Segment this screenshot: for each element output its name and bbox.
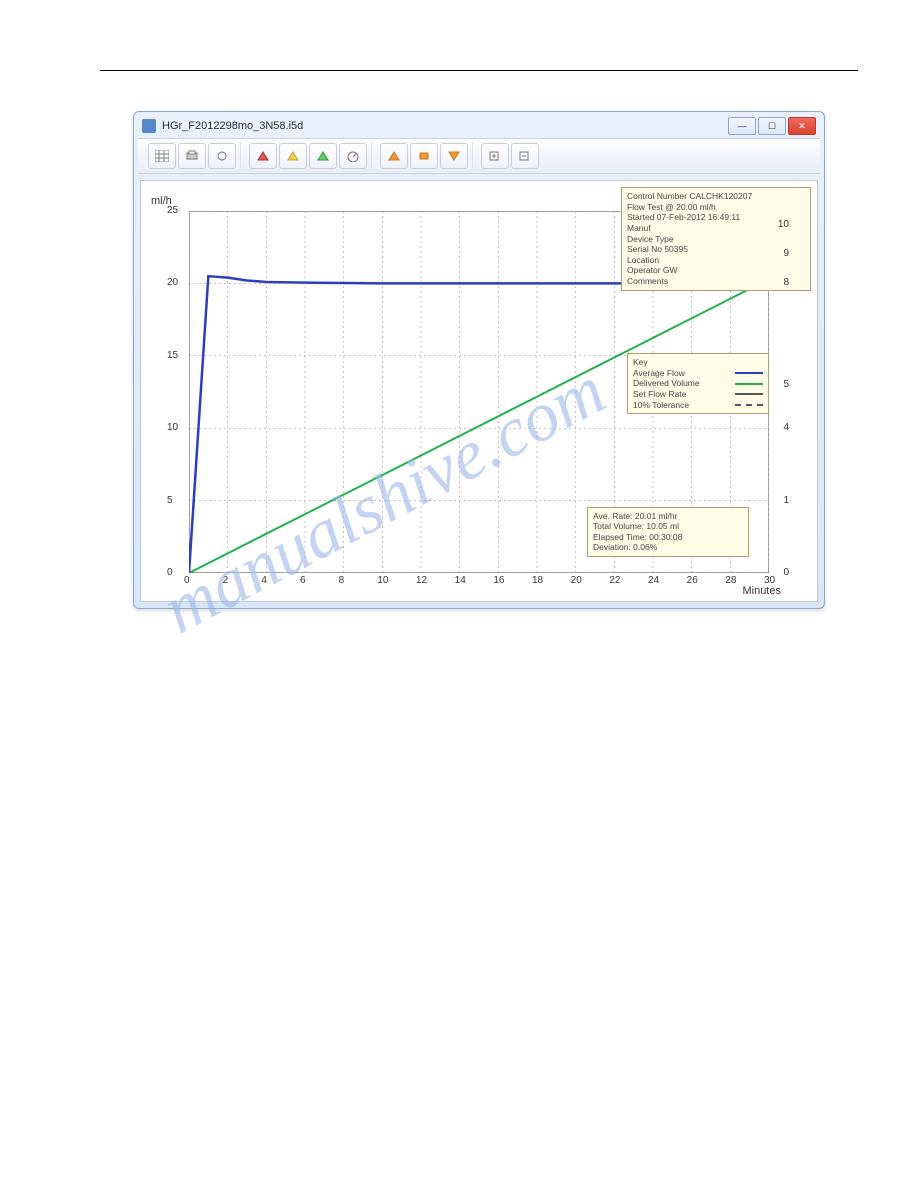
legend-swatch bbox=[735, 393, 763, 395]
legend-label: Delivered Volume bbox=[633, 378, 700, 389]
print-icon[interactable] bbox=[178, 143, 206, 169]
window-title: HGr_F2012298mo_3N58.i5d bbox=[162, 120, 303, 132]
stats-row: Elapsed Time: 00:30:08 bbox=[593, 532, 743, 543]
y-right-tick: 0 bbox=[783, 567, 789, 578]
chart-area: ml/h ml Minutes Flow Test - Set Flow Rat… bbox=[140, 180, 818, 602]
y-left-tick: 0 bbox=[167, 567, 173, 578]
x-tick: 16 bbox=[493, 575, 504, 586]
info-row: Control Number CALCHK120207 bbox=[627, 191, 805, 202]
legend-title: Key bbox=[633, 357, 763, 368]
stats-row: Total Volume: 10.05 ml bbox=[593, 521, 743, 532]
toolbar-group-1 bbox=[144, 143, 241, 169]
y-right-tick: 1 bbox=[783, 495, 789, 506]
stats-row: Ave. Rate: 20.01 ml/hr bbox=[593, 511, 743, 522]
y-left-tick: 25 bbox=[167, 205, 178, 216]
legend-swatch bbox=[735, 383, 763, 385]
y-left-tick: 5 bbox=[167, 495, 173, 506]
info-row: Flow Test @ 20.00 ml/h bbox=[627, 202, 805, 213]
legend-box: Key Average Flow Delivered Volume Set Fl… bbox=[627, 353, 769, 414]
x-tick: 26 bbox=[687, 575, 698, 586]
legend-item: Delivered Volume bbox=[633, 378, 763, 389]
legend-label: Set Flow Rate bbox=[633, 389, 686, 400]
x-axis-label: Minutes bbox=[742, 585, 781, 597]
y-left-tick: 20 bbox=[167, 277, 178, 288]
toolbar-group-3 bbox=[376, 143, 473, 169]
x-tick: 12 bbox=[416, 575, 427, 586]
x-tick: 0 bbox=[184, 575, 190, 586]
y-right-tick: 4 bbox=[783, 422, 789, 433]
info-row: Comments bbox=[627, 276, 805, 287]
circle-icon[interactable] bbox=[208, 143, 236, 169]
x-tick: 14 bbox=[455, 575, 466, 586]
info-row: Location bbox=[627, 255, 805, 266]
legend-item: Set Flow Rate bbox=[633, 389, 763, 400]
toolbar-group-4 bbox=[477, 143, 543, 169]
close-button[interactable]: ✕ bbox=[788, 117, 816, 135]
y-right-tick: 8 bbox=[783, 277, 789, 288]
legend-item: 10% Tolerance bbox=[633, 400, 763, 411]
y-left-tick: 10 bbox=[167, 422, 178, 433]
triangle-up-yellow-icon[interactable] bbox=[279, 143, 307, 169]
toolbar-group-2 bbox=[245, 143, 372, 169]
legend-label: Average Flow bbox=[633, 368, 685, 379]
x-tick: 18 bbox=[532, 575, 543, 586]
x-tick: 20 bbox=[571, 575, 582, 586]
maximize-button[interactable]: ☐ bbox=[758, 117, 786, 135]
triangle-up-red-icon[interactable] bbox=[249, 143, 277, 169]
window-controls: — ☐ ✕ bbox=[728, 117, 816, 135]
x-tick: 6 bbox=[300, 575, 306, 586]
toolbar bbox=[138, 138, 820, 174]
square-icon[interactable] bbox=[410, 143, 438, 169]
gauge-icon[interactable] bbox=[339, 143, 367, 169]
legend-item: Average Flow bbox=[633, 368, 763, 379]
legend-label: 10% Tolerance bbox=[633, 400, 689, 411]
stats-box: Ave. Rate: 20.01 ml/hrTotal Volume: 10.0… bbox=[587, 507, 749, 558]
stats-row: Deviation: 0.06% bbox=[593, 542, 743, 553]
app-window: HGr_F2012298mo_3N58.i5d — ☐ ✕ bbox=[133, 111, 825, 609]
x-tick: 22 bbox=[609, 575, 620, 586]
app-icon bbox=[142, 119, 156, 133]
grid-icon[interactable] bbox=[148, 143, 176, 169]
info-row: Operator GW bbox=[627, 265, 805, 276]
triangle-up-green-icon[interactable] bbox=[309, 143, 337, 169]
titlebar-left: HGr_F2012298mo_3N58.i5d bbox=[142, 119, 303, 133]
x-tick: 30 bbox=[764, 575, 775, 586]
zoom-in-icon[interactable] bbox=[481, 143, 509, 169]
y-right-tick: 10 bbox=[778, 219, 789, 230]
titlebar: HGr_F2012298mo_3N58.i5d — ☐ ✕ bbox=[134, 112, 824, 138]
legend-swatch bbox=[735, 404, 763, 406]
info-row: Serial No 50395 bbox=[627, 244, 805, 255]
x-tick: 2 bbox=[223, 575, 229, 586]
x-tick: 8 bbox=[339, 575, 345, 586]
zoom-out-icon[interactable] bbox=[511, 143, 539, 169]
minimize-button[interactable]: — bbox=[728, 117, 756, 135]
y-right-tick: 5 bbox=[783, 379, 789, 390]
x-tick: 4 bbox=[261, 575, 267, 586]
triangle-down-orange-icon[interactable] bbox=[440, 143, 468, 169]
x-tick: 10 bbox=[377, 575, 388, 586]
info-row: Device Type bbox=[627, 234, 805, 245]
y-right-tick: 9 bbox=[783, 248, 789, 259]
page-divider bbox=[100, 70, 858, 71]
x-tick: 28 bbox=[725, 575, 736, 586]
y-left-tick: 15 bbox=[167, 350, 178, 361]
test-info-box: Control Number CALCHK120207Flow Test @ 2… bbox=[621, 187, 811, 291]
triangle-up-orange-icon[interactable] bbox=[380, 143, 408, 169]
legend-swatch bbox=[735, 372, 763, 374]
x-tick: 24 bbox=[648, 575, 659, 586]
